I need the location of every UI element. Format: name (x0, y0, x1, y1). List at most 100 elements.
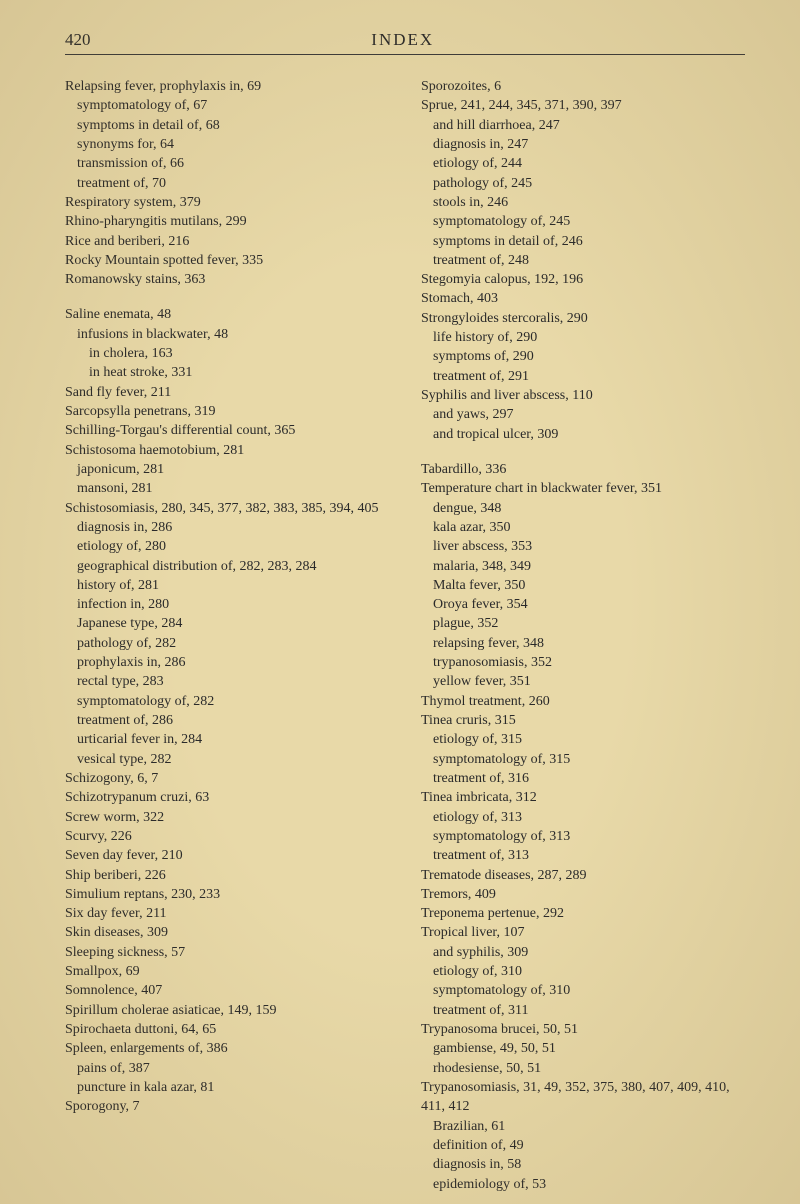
index-entry: in cholera, 163 (65, 344, 389, 363)
index-entry: Simulium reptans, 230, 233 (65, 885, 389, 904)
index-entry: stools in, 246 (421, 193, 745, 212)
index-entry: in heat stroke, 331 (65, 363, 389, 382)
index-entry: Stegomyia calopus, 192, 196 (421, 270, 745, 289)
index-entry: Sporogony, 7 (65, 1097, 389, 1116)
index-entry: Treponema pertenue, 292 (421, 904, 745, 923)
index-entry: diagnosis in, 286 (65, 518, 389, 537)
index-entry: treatment of, 70 (65, 174, 389, 193)
index-entry: Relapsing fever, prophylaxis in, 69 (65, 77, 389, 96)
index-entry: Screw worm, 322 (65, 808, 389, 827)
index-entry: vesical type, 282 (65, 750, 389, 769)
index-entry: puncture in kala azar, 81 (65, 1078, 389, 1097)
index-entry: Respiratory system, 379 (65, 193, 389, 212)
index-entry: Sleeping sickness, 57 (65, 943, 389, 962)
index-entry: and tropical ulcer, 309 (421, 425, 745, 444)
index-entry: Tremors, 409 (421, 885, 745, 904)
index-entry: symptomatology of, 282 (65, 692, 389, 711)
index-entry: Sprue, 241, 244, 345, 371, 390, 397 (421, 96, 745, 115)
index-entry: Oroya fever, 354 (421, 595, 745, 614)
index-entry: etiology of, 280 (65, 537, 389, 556)
index-entry: symptomatology of, 315 (421, 750, 745, 769)
index-entry: geographical distribution of, 282, 283, … (65, 557, 389, 576)
index-entry: prophylaxis in, 286 (65, 653, 389, 672)
index-entry: symptomatology of, 245 (421, 212, 745, 231)
index-entry: Sporozoites, 6 (421, 77, 745, 96)
index-entry: Smallpox, 69 (65, 962, 389, 981)
index-entry: Trypanosomiasis, 31, 49, 352, 375, 380, … (421, 1078, 745, 1117)
index-entry: treatment of, 286 (65, 711, 389, 730)
index-entry: symptomatology of, 67 (65, 96, 389, 115)
index-entry: symptoms in detail of, 246 (421, 232, 745, 251)
index-entry: etiology of, 310 (421, 962, 745, 981)
index-entry: transmission of, 66 (65, 154, 389, 173)
index-entry: infection in, 280 (65, 595, 389, 614)
index-entry: kala azar, 350 (421, 518, 745, 537)
index-entry: rectal type, 283 (65, 672, 389, 691)
index-entry: symptomatology of, 310 (421, 981, 745, 1000)
index-entry: etiology of, 315 (421, 730, 745, 749)
index-entry: synonyms for, 64 (65, 135, 389, 154)
index-entry: Schizotrypanum cruzi, 63 (65, 788, 389, 807)
section-spacer (65, 289, 389, 305)
index-entry: Tinea imbricata, 312 (421, 788, 745, 807)
index-entry: trypanosomiasis, 352 (421, 653, 745, 672)
index-entry: relapsing fever, 348 (421, 634, 745, 653)
section-spacer (421, 444, 745, 460)
index-entry: Spirillum cholerae asiaticae, 149, 159 (65, 1001, 389, 1020)
index-entry: Saline enemata, 48 (65, 305, 389, 324)
index-entry: mansoni, 281 (65, 479, 389, 498)
index-entry: epidemiology of, 53 (421, 1175, 745, 1194)
index-entry: gambiense, 49, 50, 51 (421, 1039, 745, 1058)
index-entry: and yaws, 297 (421, 405, 745, 424)
index-entry: Strongyloides stercoralis, 290 (421, 309, 745, 328)
index-entry: treatment of, 316 (421, 769, 745, 788)
index-entry: rhodesiense, 50, 51 (421, 1059, 745, 1078)
index-entry: history of, 281 (65, 576, 389, 595)
index-entry: Six day fever, 211 (65, 904, 389, 923)
page-number: 420 (65, 30, 91, 50)
index-entry: Somnolence, 407 (65, 981, 389, 1000)
index-columns: Relapsing fever, prophylaxis in, 69sympt… (65, 77, 745, 1194)
index-entry: Sand fly fever, 211 (65, 383, 389, 402)
index-entry: and hill diarrhoea, 247 (421, 116, 745, 135)
index-entry: symptomatology of, 313 (421, 827, 745, 846)
index-entry: definition of, 49 (421, 1136, 745, 1155)
index-entry: Romanowsky stains, 363 (65, 270, 389, 289)
page-title: INDEX (371, 30, 434, 50)
left-column: Relapsing fever, prophylaxis in, 69sympt… (65, 77, 389, 1194)
index-entry: diagnosis in, 247 (421, 135, 745, 154)
right-column: Sporozoites, 6Sprue, 241, 244, 345, 371,… (421, 77, 745, 1194)
index-entry: Temperature chart in blackwater fever, 3… (421, 479, 745, 498)
index-entry: Tinea cruris, 315 (421, 711, 745, 730)
index-entry: Sarcopsylla penetrans, 319 (65, 402, 389, 421)
index-entry: pathology of, 282 (65, 634, 389, 653)
index-entry: Schistosomiasis, 280, 345, 377, 382, 383… (65, 499, 389, 518)
index-entry: and syphilis, 309 (421, 943, 745, 962)
index-entry: japonicum, 281 (65, 460, 389, 479)
index-entry: Ship beriberi, 226 (65, 866, 389, 885)
index-entry: Scurvy, 226 (65, 827, 389, 846)
index-entry: Spleen, enlargements of, 386 (65, 1039, 389, 1058)
page-header: 420 INDEX (65, 30, 745, 55)
index-entry: Tropical liver, 107 (421, 923, 745, 942)
index-entry: Spirochaeta duttoni, 64, 65 (65, 1020, 389, 1039)
index-entry: plague, 352 (421, 614, 745, 633)
index-entry: yellow fever, 351 (421, 672, 745, 691)
index-entry: Schilling-Torgau's differential count, 3… (65, 421, 389, 440)
index-entry: Skin diseases, 309 (65, 923, 389, 942)
index-entry: Schistosoma haemotobium, 281 (65, 441, 389, 460)
index-entry: Trematode diseases, 287, 289 (421, 866, 745, 885)
index-entry: Seven day fever, 210 (65, 846, 389, 865)
index-entry: Tabardillo, 336 (421, 460, 745, 479)
index-entry: liver abscess, 353 (421, 537, 745, 556)
index-entry: dengue, 348 (421, 499, 745, 518)
index-entry: Trypanosoma brucei, 50, 51 (421, 1020, 745, 1039)
index-entry: etiology of, 313 (421, 808, 745, 827)
index-entry: Rice and beriberi, 216 (65, 232, 389, 251)
index-entry: pathology of, 245 (421, 174, 745, 193)
index-entry: treatment of, 311 (421, 1001, 745, 1020)
index-entry: urticarial fever in, 284 (65, 730, 389, 749)
index-entry: Rocky Mountain spotted fever, 335 (65, 251, 389, 270)
index-entry: Brazilian, 61 (421, 1117, 745, 1136)
index-entry: Thymol treatment, 260 (421, 692, 745, 711)
